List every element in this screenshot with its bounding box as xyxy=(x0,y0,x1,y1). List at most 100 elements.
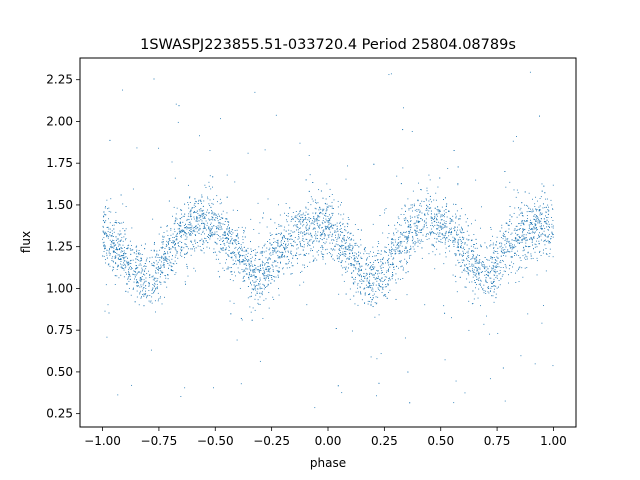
scatter-point xyxy=(490,227,492,228)
scatter-point xyxy=(188,227,190,229)
scatter-point xyxy=(319,238,321,240)
scatter-point xyxy=(512,246,514,248)
scatter-point xyxy=(278,270,280,272)
scatter-point xyxy=(322,197,324,199)
scatter-point xyxy=(377,296,379,298)
scatter-point xyxy=(552,234,554,236)
scatter-point xyxy=(345,271,347,273)
scatter-point xyxy=(388,278,390,279)
scatter-point xyxy=(445,256,447,258)
scatter-point xyxy=(225,237,227,239)
scatter-point xyxy=(327,220,329,221)
scatter-point xyxy=(259,271,260,273)
scatter-point xyxy=(473,298,475,300)
scatter-point xyxy=(228,228,230,229)
scatter-point xyxy=(325,213,326,214)
scatter-point xyxy=(186,252,188,254)
scatter-point xyxy=(534,228,536,230)
scatter-point xyxy=(377,277,379,279)
scatter-point xyxy=(133,252,135,254)
scatter-point xyxy=(186,246,188,248)
scatter-point xyxy=(299,232,301,234)
scatter-point xyxy=(222,240,224,242)
scatter-point xyxy=(486,315,487,317)
scatter-point xyxy=(291,245,293,247)
scatter-point xyxy=(450,229,452,230)
scatter-point xyxy=(193,229,195,231)
scatter-point xyxy=(104,231,106,233)
scatter-point xyxy=(191,207,193,209)
scatter-point xyxy=(197,223,199,225)
scatter-point xyxy=(302,264,304,266)
scatter-point xyxy=(548,206,549,208)
scatter-point xyxy=(249,265,251,267)
scatter-point xyxy=(144,274,146,276)
scatter-point xyxy=(347,267,349,269)
scatter-point xyxy=(488,292,490,294)
scatter-point xyxy=(410,221,412,222)
scatter-point xyxy=(413,203,415,205)
scatter-point xyxy=(250,265,252,267)
scatter-point xyxy=(460,246,461,248)
scatter-point xyxy=(164,258,166,260)
scatter-point xyxy=(340,228,342,230)
scatter-point xyxy=(102,231,104,233)
scatter-point xyxy=(516,240,518,242)
scatter-point xyxy=(143,286,145,288)
scatter-point xyxy=(155,270,156,272)
scatter-point xyxy=(395,298,397,300)
scatter-point xyxy=(213,234,215,236)
scatter-point xyxy=(245,267,247,269)
scatter-point xyxy=(214,231,216,233)
scatter-point xyxy=(335,328,337,329)
scatter-point xyxy=(235,239,237,241)
scatter-point xyxy=(476,270,478,272)
scatter-point xyxy=(372,290,374,292)
scatter-point xyxy=(161,241,163,243)
scatter-point xyxy=(467,272,469,274)
scatter-point xyxy=(302,212,304,214)
scatter-point xyxy=(153,262,155,264)
scatter-point xyxy=(325,228,327,230)
scatter-point xyxy=(185,223,186,225)
scatter-point xyxy=(522,232,524,234)
scatter-point xyxy=(476,268,478,270)
scatter-point xyxy=(369,267,371,269)
scatter-point xyxy=(344,229,346,231)
scatter-point xyxy=(364,247,366,249)
scatter-point xyxy=(140,260,142,262)
scatter-point xyxy=(348,238,350,240)
scatter-point xyxy=(339,234,341,236)
scatter-point xyxy=(256,284,258,286)
scatter-point xyxy=(506,251,508,253)
scatter-point xyxy=(398,253,400,255)
scatter-point xyxy=(268,292,270,293)
scatter-point xyxy=(313,227,314,229)
scatter-point xyxy=(541,190,543,192)
scatter-point xyxy=(498,286,499,288)
scatter-point xyxy=(470,258,472,260)
scatter-point xyxy=(196,217,198,218)
scatter-point xyxy=(400,260,402,262)
scatter-point xyxy=(279,214,281,216)
scatter-point xyxy=(518,255,520,256)
scatter-point xyxy=(499,284,501,286)
scatter-point xyxy=(149,274,151,276)
scatter-point xyxy=(288,262,290,264)
scatter-point xyxy=(260,267,261,269)
scatter-point xyxy=(184,257,185,259)
scatter-point xyxy=(128,267,130,269)
scatter-point xyxy=(388,74,390,76)
scatter-point xyxy=(172,242,174,244)
scatter-point xyxy=(128,273,130,275)
scatter-point xyxy=(223,232,225,234)
scatter-point xyxy=(406,250,408,252)
scatter-point xyxy=(263,274,265,276)
scatter-point xyxy=(240,383,242,385)
scatter-point xyxy=(519,266,521,268)
scatter-point xyxy=(116,249,118,251)
scatter-point xyxy=(393,249,395,251)
scatter-point xyxy=(130,249,132,251)
scatter-point xyxy=(334,231,335,233)
scatter-point xyxy=(478,266,479,268)
